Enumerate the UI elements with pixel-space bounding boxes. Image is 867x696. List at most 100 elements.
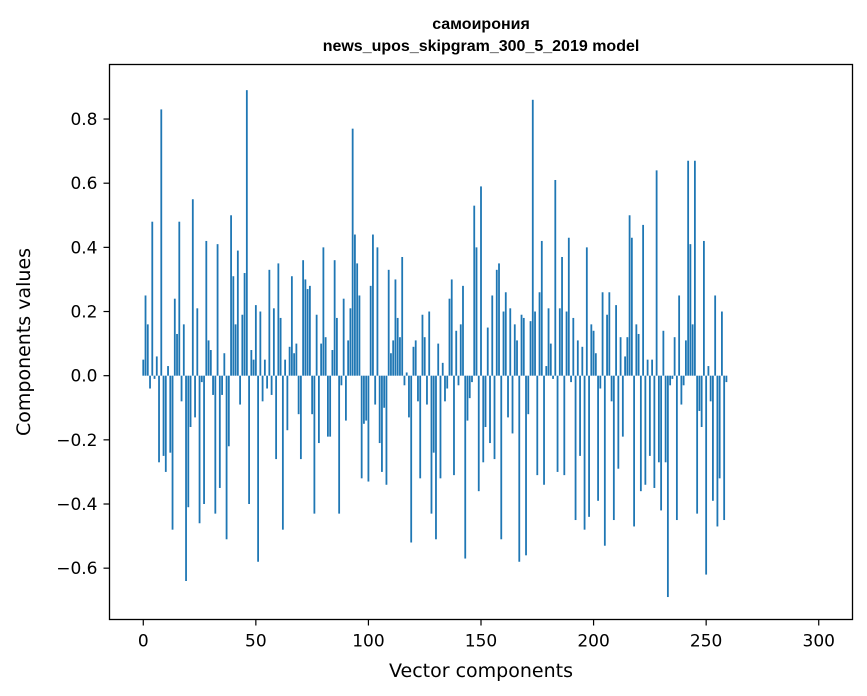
bar-component-186 [561, 256, 563, 376]
bar-component-166 [516, 340, 518, 376]
bar-component-196 [583, 375, 586, 530]
bar-component-32 [214, 375, 217, 514]
bar-component-73 [306, 289, 309, 376]
bar-component-164 [511, 375, 514, 434]
bar-component-83 [329, 375, 332, 437]
bar-component-121 [414, 340, 417, 376]
bar-component-8 [160, 109, 163, 376]
bar-component-146 [471, 375, 473, 383]
bar-component-88 [340, 375, 343, 386]
bar-component-254 [714, 295, 717, 376]
bar-component-137 [450, 279, 453, 376]
bar-component-16 [178, 221, 181, 376]
bar-component-192 [574, 375, 577, 521]
bar-component-78 [317, 375, 320, 444]
bar-component-44 [241, 314, 244, 376]
bar-component-0 [142, 359, 145, 376]
bar-component-38 [227, 375, 230, 447]
bar-component-127 [428, 311, 431, 376]
bar-component-71 [302, 260, 305, 376]
bar-component-97 [360, 375, 363, 479]
bar-component-141 [459, 324, 462, 376]
bar-component-177 [540, 240, 543, 376]
bar-component-125 [423, 337, 426, 376]
bar-component-159 [500, 375, 503, 540]
bar-component-13 [171, 375, 174, 530]
bar-component-42 [236, 250, 239, 376]
bar-component-190 [570, 375, 572, 383]
bar-component-193 [576, 340, 579, 376]
bar-component-220 [637, 333, 640, 376]
bar-component-253 [712, 375, 714, 501]
bar-component-149 [477, 375, 480, 492]
bar-component-147 [473, 205, 476, 376]
bar-component-200 [592, 330, 595, 376]
bar-component-9 [162, 375, 165, 456]
bar-component-232 [664, 375, 667, 463]
bar-component-173 [531, 99, 534, 376]
bar-component-96 [358, 295, 361, 376]
bar-component-118 [408, 375, 410, 418]
bar-component-99 [365, 375, 368, 421]
bar-component-136 [448, 298, 451, 376]
bar-component-195 [581, 346, 584, 376]
bar-component-85 [333, 260, 336, 376]
bar-component-3 [149, 375, 151, 389]
bar-component-115 [401, 256, 404, 376]
bar-component-157 [495, 269, 498, 376]
x-tick-label: 250 [690, 632, 722, 652]
bar-component-228 [655, 170, 658, 376]
bar-component-33 [216, 244, 219, 376]
bar-component-39 [230, 215, 232, 376]
bar-component-36 [223, 353, 226, 376]
bar-component-15 [176, 333, 178, 376]
bar-component-64 [286, 375, 289, 431]
bar-component-180 [547, 308, 550, 376]
bar-component-82 [327, 375, 329, 437]
bar-component-221 [639, 375, 642, 492]
bar-series [142, 90, 728, 598]
bar-component-194 [579, 375, 581, 456]
bar-component-162 [507, 375, 509, 418]
bar-component-172 [529, 321, 532, 376]
bar-component-178 [543, 375, 545, 485]
bar-component-229 [657, 375, 660, 463]
bar-component-216 [628, 215, 631, 376]
bar-component-25 [198, 375, 201, 524]
bar-component-241 [684, 340, 687, 376]
bar-component-230 [660, 375, 663, 511]
bar-component-189 [567, 237, 570, 376]
bar-component-188 [565, 311, 568, 376]
bar-component-168 [520, 314, 523, 376]
bar-component-46 [245, 90, 248, 376]
bar-component-26 [200, 375, 203, 383]
bar-component-37 [225, 375, 228, 540]
bar-component-244 [691, 324, 694, 376]
bar-component-210 [615, 305, 617, 376]
bar-component-104 [376, 247, 379, 376]
bar-component-48 [250, 350, 253, 376]
bar-component-206 [606, 314, 608, 376]
bar-component-5 [153, 375, 156, 379]
x-tick-label: 100 [352, 632, 384, 652]
bar-component-56 [268, 269, 271, 376]
bar-component-256 [718, 375, 721, 479]
bar-component-24 [196, 308, 199, 376]
bar-component-113 [396, 317, 399, 376]
bar-component-208 [610, 375, 613, 402]
bar-component-51 [257, 375, 259, 562]
bar-component-62 [281, 375, 284, 530]
bar-component-61 [279, 317, 282, 376]
x-tick-label: 200 [577, 632, 609, 652]
chart-title-line2: news_upos_skipgram_300_5_2019 model [323, 38, 640, 55]
bar-component-129 [432, 375, 435, 453]
bar-component-14 [173, 298, 176, 376]
bar-component-18 [182, 324, 185, 376]
bar-component-21 [189, 375, 192, 428]
bar-component-93 [351, 128, 354, 376]
bar-component-22 [191, 199, 194, 376]
bar-component-17 [180, 375, 183, 402]
bar-component-10 [164, 375, 167, 472]
bar-component-144 [466, 375, 469, 421]
